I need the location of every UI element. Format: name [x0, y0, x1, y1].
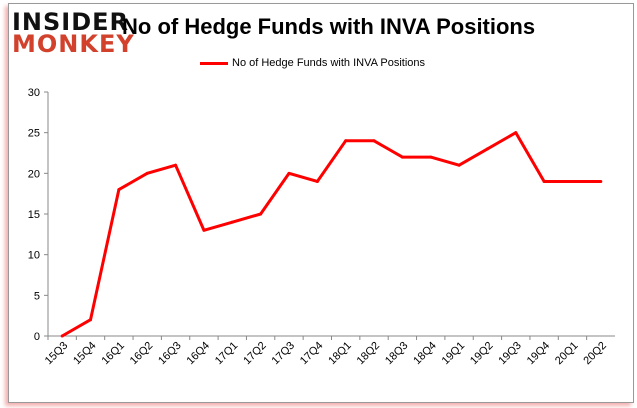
data-point: [89, 318, 93, 322]
data-point: [60, 334, 64, 338]
chart-title: No of Hedge Funds with INVA Positions: [122, 14, 536, 39]
data-point: [570, 179, 574, 183]
data-point: [202, 228, 206, 232]
y-tick-label: 20: [28, 168, 40, 180]
data-point: [429, 155, 433, 159]
y-tick-label: 25: [28, 128, 40, 140]
data-point: [287, 171, 291, 175]
y-tick-label: 0: [34, 331, 40, 343]
x-tick-label: 16Q2: [128, 340, 156, 368]
y-tick-label: 15: [28, 209, 40, 221]
x-tick-label: 19Q4: [525, 340, 553, 368]
x-tick-label: 15Q4: [71, 340, 99, 368]
legend-swatch: [200, 61, 228, 65]
data-point: [372, 139, 376, 143]
y-tick-label: 10: [28, 250, 40, 262]
logo-monkey: MONKEY: [12, 30, 135, 58]
data-point: [230, 220, 234, 224]
data-point: [259, 212, 263, 216]
data-point: [315, 179, 319, 183]
data-point: [542, 179, 546, 183]
x-tick-label: 16Q3: [156, 340, 184, 368]
legend: No of Hedge Funds with INVA Positions: [200, 57, 425, 69]
x-tick-label: 19Q3: [496, 340, 524, 368]
data-point: [174, 163, 178, 167]
x-tick-label: 18Q4: [411, 340, 439, 368]
x-tick-label: 19Q1: [440, 340, 468, 368]
data-point: [514, 131, 518, 135]
x-tick-label: 15Q3: [43, 340, 71, 368]
x-tick-label: 20Q1: [553, 340, 581, 368]
data-point: [117, 188, 121, 192]
x-tick-label: 16Q1: [99, 340, 127, 368]
data-point: [400, 155, 404, 159]
x-tick-label: 16Q4: [185, 340, 213, 368]
x-tick-label: 17Q4: [298, 340, 326, 368]
x-tick-label: 17Q3: [270, 340, 298, 368]
x-tick-label: 18Q3: [383, 340, 411, 368]
y-tick-label: 30: [28, 87, 40, 99]
x-tick-label: 17Q2: [241, 340, 269, 368]
data-point: [344, 139, 348, 143]
x-tick-label: 20Q2: [581, 340, 609, 368]
legend-label: No of Hedge Funds with INVA Positions: [232, 57, 426, 69]
x-tick-label: 17Q1: [213, 340, 241, 368]
data-point: [457, 163, 461, 167]
data-point: [145, 171, 149, 175]
series-line: [61, 131, 601, 338]
x-tick-label: 18Q2: [355, 340, 383, 368]
logo-insider: INSIDER: [12, 8, 130, 36]
x-tick-label: 18Q1: [326, 340, 354, 368]
data-point: [599, 179, 603, 183]
x-tick-label: 19Q2: [468, 340, 496, 368]
y-tick-label: 5: [34, 290, 40, 302]
data-point: [485, 147, 489, 151]
